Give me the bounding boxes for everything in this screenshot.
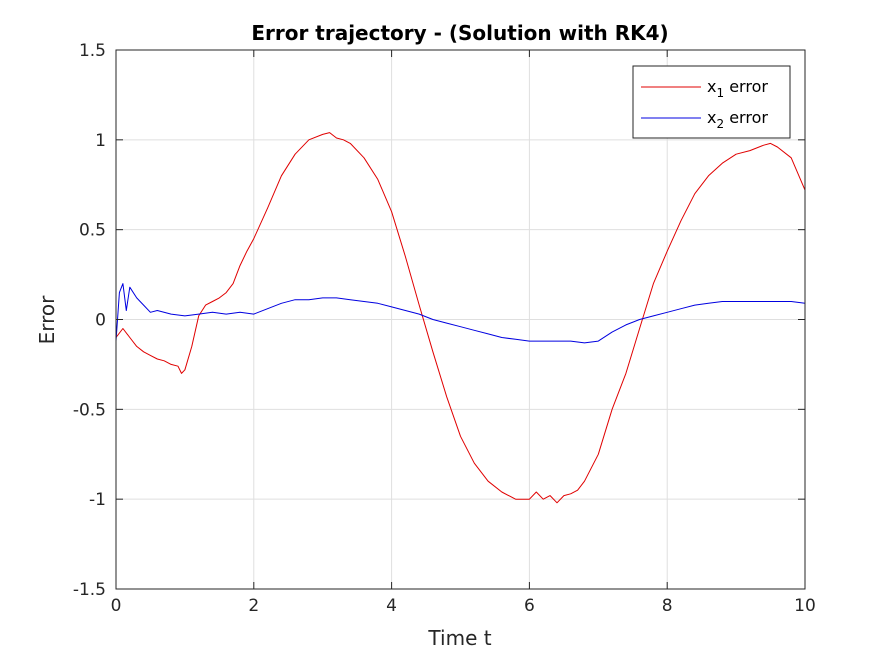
ticks: 0 2 4 6 8 10 -1.5 -1 -0.5 0 0.5 1 1.5 <box>73 41 816 616</box>
x-tick-label: 10 <box>794 596 816 616</box>
y-tick-label: -0.5 <box>73 400 106 420</box>
legend-label-1: x1 error <box>707 77 768 100</box>
y-tick-label: 1.5 <box>79 41 106 61</box>
x-tick-label: 6 <box>524 596 535 616</box>
x-tick-label: 0 <box>111 596 122 616</box>
y-tick-label: 1 <box>95 131 106 151</box>
y-tick-label: 0.5 <box>79 221 106 241</box>
legend-box <box>632 65 791 139</box>
y-tick-label: 0 <box>95 311 106 331</box>
series-line-2 <box>115 283 806 344</box>
legend: x1 error x2 error <box>632 65 791 139</box>
y-tick-label: -1.5 <box>73 580 106 600</box>
y-tick-label: -1 <box>89 490 106 510</box>
x-axis-label: Time t <box>427 626 491 650</box>
chart-title: Error trajectory - (Solution with RK4) <box>251 21 668 45</box>
series-line-1 <box>115 132 806 504</box>
y-axis-label: Error <box>35 295 59 345</box>
plot-lines <box>115 132 806 504</box>
x-tick-label: 8 <box>662 596 673 616</box>
x-tick-label: 2 <box>248 596 259 616</box>
legend-label-2: x2 error <box>707 108 768 131</box>
x-tick-label: 4 <box>386 596 397 616</box>
